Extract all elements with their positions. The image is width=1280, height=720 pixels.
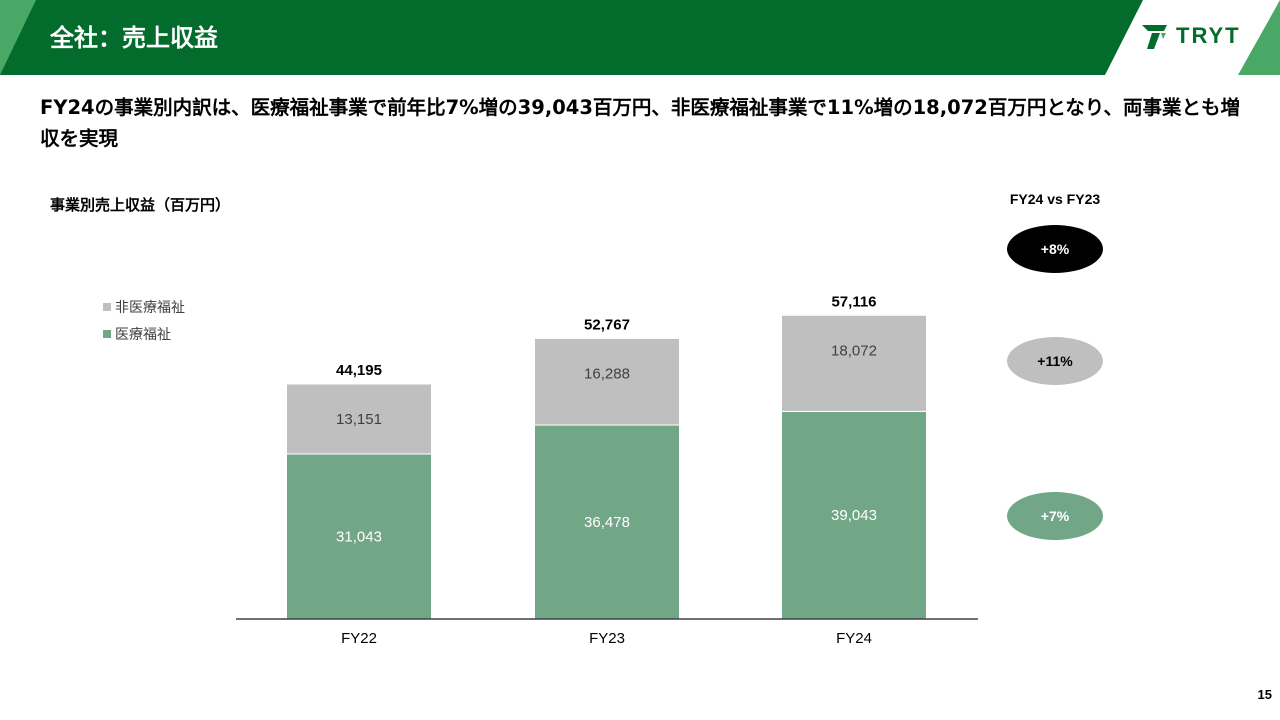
- company-logo: TRYT: [1140, 20, 1241, 52]
- legend-item-non-medical: 非医療福祉: [103, 293, 185, 320]
- legend-swatch-medical: [103, 329, 111, 338]
- x-tick-label-fy22: FY22: [341, 630, 377, 647]
- bar-segment-non-medical-fy24: [781, 314, 927, 412]
- data-label-medical-fy23: 36,478: [584, 514, 630, 531]
- headline: FY24の事業別内訳は、医療福祉事業で前年比7%増の39,043百万円、非医療福…: [40, 96, 1240, 150]
- total-label-fy23: 52,767: [584, 316, 630, 333]
- bar-segment-medical-fy23: [534, 424, 680, 620]
- total-growth-badge: +8%: [1007, 225, 1103, 273]
- bar-segment-non-medical-fy22: [286, 383, 432, 455]
- legend-label-non-medical: 非医療福祉: [115, 299, 185, 316]
- header-band: [0, 0, 1280, 75]
- bar-segment-medical-fy22: [286, 453, 432, 620]
- x-tick-label-fy23: FY23: [589, 630, 625, 647]
- comparison-title: FY24 vs FY23: [1009, 191, 1101, 207]
- non-medical-growth-badge: +11%: [1007, 337, 1103, 385]
- data-label-medical-fy22: 31,043: [336, 528, 382, 545]
- page-number: 15: [1257, 687, 1272, 702]
- chart-subtitle: 事業別売上収益（百万円）: [50, 196, 231, 214]
- page-title: 全社：売上収益: [50, 24, 218, 52]
- data-label-non-medical-fy23: 16,288: [584, 365, 630, 382]
- total-label-fy22: 44,195: [336, 362, 382, 379]
- medical-growth-badge: +7%: [1007, 492, 1103, 540]
- total-label-fy24: 57,116: [831, 293, 876, 310]
- legend-item-medical: 医療福祉: [103, 320, 185, 347]
- data-label-non-medical-fy22: 13,151: [336, 411, 382, 428]
- legend-label-medical: 医療福祉: [115, 326, 171, 343]
- tryt-logo-icon: [1142, 25, 1167, 49]
- data-label-non-medical-fy24: 18,072: [831, 342, 877, 359]
- bar-segment-medical-fy24: [781, 410, 927, 620]
- x-tick-label-fy24: FY24: [836, 630, 872, 647]
- legend-swatch-non-medical: [103, 302, 111, 311]
- logo-text: TRYT: [1176, 23, 1241, 48]
- bar-segment-non-medical-fy23: [534, 337, 680, 426]
- data-label-medical-fy24: 39,043: [831, 507, 877, 524]
- chart-legend: 非医療福祉 医療福祉: [103, 293, 185, 347]
